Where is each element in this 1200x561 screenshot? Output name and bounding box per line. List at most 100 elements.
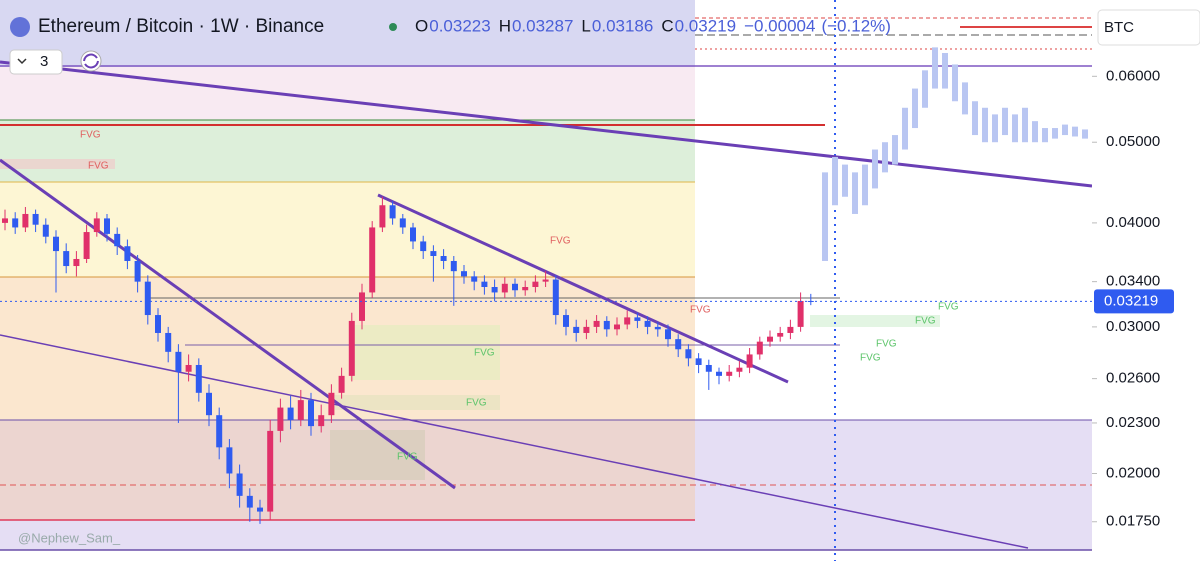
candle-body — [603, 320, 610, 330]
projection-bar — [902, 107, 908, 150]
ohlc-label: L — [581, 16, 590, 35]
projection-bar — [822, 172, 828, 261]
candle-body — [42, 224, 49, 237]
projection-bar — [1022, 107, 1028, 143]
last-price-label: 0.03219 — [1104, 292, 1158, 309]
fvg-zone — [350, 325, 500, 380]
candle-body — [593, 320, 600, 327]
ohlc-value: 0.03186 — [592, 16, 653, 35]
candle-body — [2, 218, 8, 223]
zone — [0, 0, 695, 67]
projection-bar — [1062, 124, 1068, 136]
candle-body — [654, 326, 661, 330]
y-tick-label: 0.03400 — [1106, 273, 1160, 290]
fvg-label: FVG — [397, 452, 418, 463]
candle-body — [552, 279, 559, 316]
candle-body — [736, 367, 743, 372]
candle-body — [512, 283, 518, 291]
candle-body — [267, 430, 274, 512]
candle-body — [308, 400, 314, 427]
hidden-count: 3 — [40, 53, 48, 70]
projection-bar — [1052, 128, 1058, 139]
fvg-label: FVG — [474, 348, 495, 359]
projection-bar — [1042, 128, 1048, 143]
y-tick-label: 0.02600 — [1106, 370, 1160, 387]
projection-bar — [862, 164, 868, 206]
candle-body — [471, 276, 478, 282]
zone — [0, 520, 695, 550]
candle-body — [522, 287, 529, 291]
y-tick-label: 0.04000 — [1106, 214, 1160, 231]
candle-body — [73, 258, 80, 267]
candle-body — [450, 260, 457, 272]
collapse-button[interactable] — [9, 49, 63, 75]
projection-bar — [972, 101, 978, 136]
fvg-zone — [810, 315, 940, 327]
projection-bar — [912, 88, 918, 129]
candle-body — [124, 246, 131, 261]
projection-bar — [852, 172, 858, 214]
candle-body — [726, 371, 733, 376]
ohlc-value: 0.03223 — [429, 16, 490, 35]
candle-body — [767, 336, 773, 342]
candle-body — [665, 329, 671, 340]
candle-body — [236, 473, 243, 496]
candle-body — [644, 320, 651, 327]
fvg-label: FVG — [876, 339, 897, 350]
y-tick-label: 0.05000 — [1106, 133, 1160, 150]
projection-bar — [842, 164, 848, 197]
fvg-label: FVG — [88, 161, 109, 172]
fvg-label: FVG — [938, 302, 959, 313]
candle-body — [328, 392, 335, 416]
candle-body — [430, 251, 437, 256]
candle-body — [83, 232, 90, 259]
candle-body — [134, 260, 141, 282]
zone — [0, 120, 695, 182]
candle-body — [440, 255, 447, 261]
fvg-label: FVG — [690, 305, 711, 316]
candle-body — [716, 371, 722, 376]
watermark: @Nephew_Sam_ — [18, 530, 121, 545]
candle-body — [195, 364, 202, 393]
fvg-label: FVG — [466, 398, 487, 409]
candle-body — [277, 407, 284, 431]
projection-bar — [932, 47, 938, 89]
candle-body — [63, 251, 70, 267]
chart-title: Ethereum / Bitcoin · 1W · Binance — [38, 16, 324, 37]
projection-bar — [882, 142, 888, 173]
currency: BTC — [1104, 19, 1134, 36]
candle-body — [614, 324, 620, 330]
candle-body — [155, 315, 161, 333]
candle-body — [389, 205, 396, 219]
candle-body — [746, 354, 753, 368]
status-dot — [389, 23, 397, 31]
candle-body — [185, 364, 192, 372]
projection-bar — [962, 82, 968, 115]
candle-body — [165, 332, 172, 352]
candle-body — [93, 218, 100, 233]
price-axis — [1092, 0, 1200, 561]
y-tick-label: 0.01750 — [1106, 513, 1160, 530]
candle-body — [206, 392, 212, 416]
candle-body — [22, 213, 29, 228]
projection-bar — [1072, 126, 1078, 137]
fvg-label: FVG — [550, 236, 571, 247]
candle-body — [338, 375, 345, 393]
y-tick-label: 0.02000 — [1106, 464, 1160, 481]
candle-body — [583, 326, 590, 333]
levels — [0, 0, 1093, 561]
candle-body — [369, 227, 376, 293]
candle-body — [104, 218, 110, 234]
candle-body — [32, 213, 39, 225]
projection-bar — [1082, 129, 1088, 139]
candle-body — [348, 320, 355, 376]
currency-button[interactable] — [1097, 9, 1200, 46]
chevron — [17, 58, 27, 65]
candle-body — [175, 351, 182, 372]
candle-body — [53, 236, 59, 252]
trendline — [0, 334, 1029, 549]
candle-body — [491, 287, 498, 293]
candle-body — [257, 507, 263, 512]
